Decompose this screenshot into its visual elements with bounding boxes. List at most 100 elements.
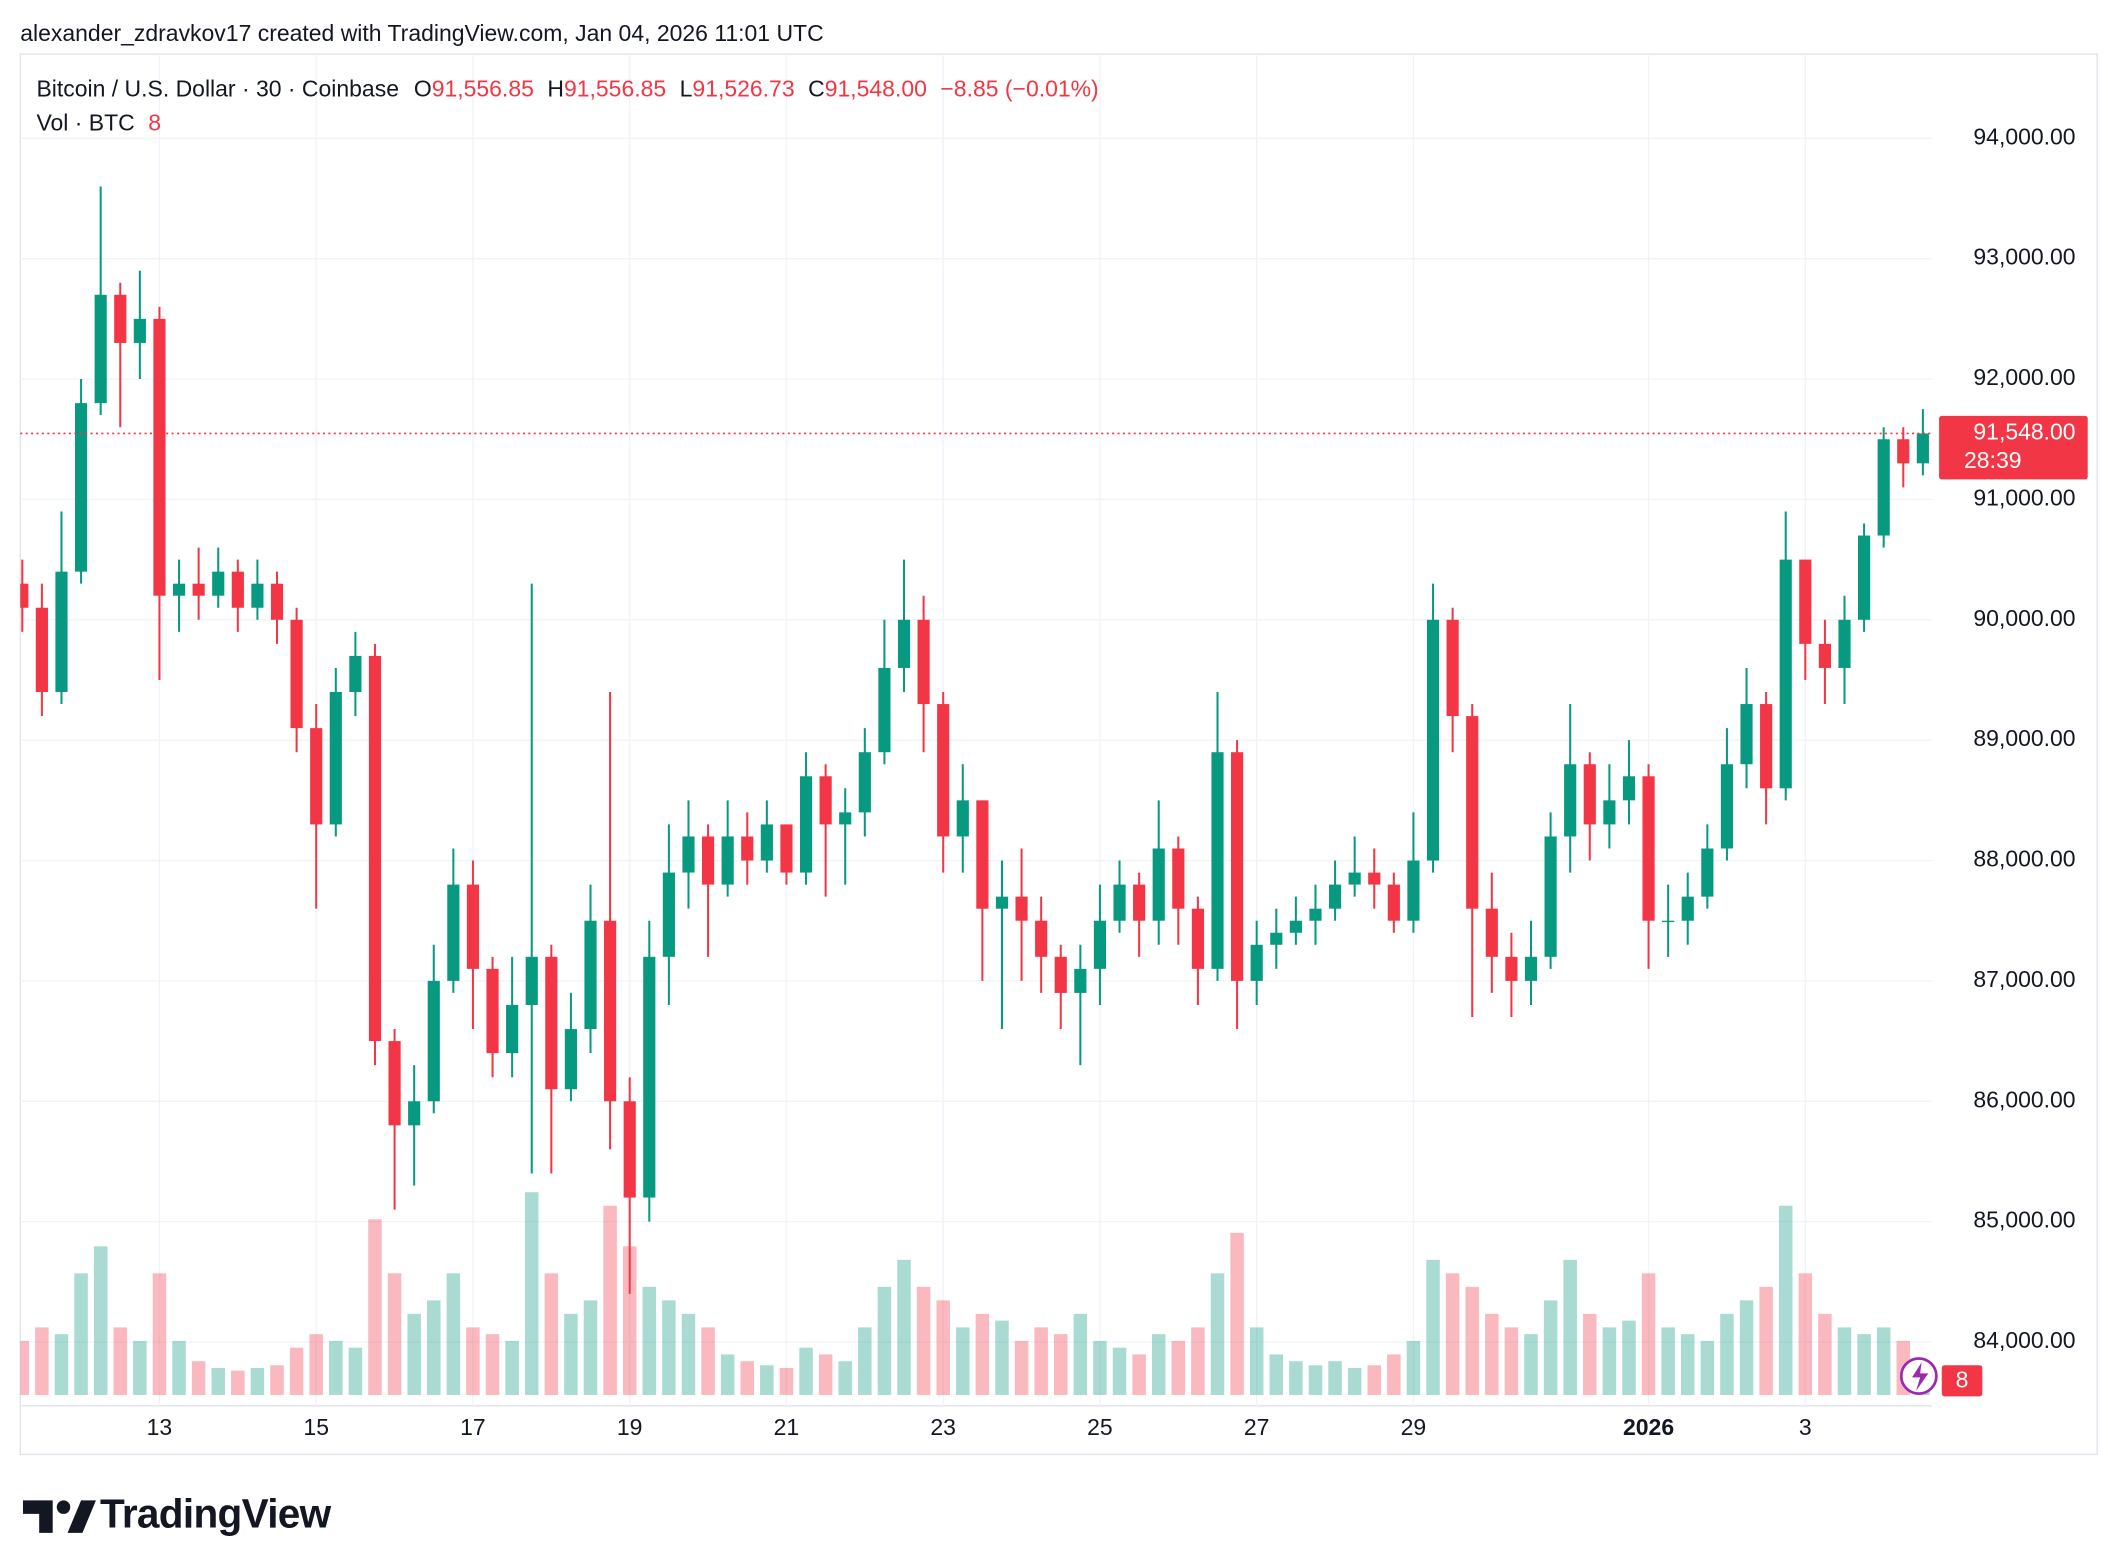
y-tick-label: 86,000.00 (1973, 1086, 2075, 1112)
ohlc-value: 91,556.85 (432, 76, 534, 102)
candle-body (721, 836, 734, 885)
candle-body (545, 956, 558, 1090)
candle-body (1446, 619, 1459, 717)
candle-body (466, 884, 480, 969)
volume-title: Vol · BTC (36, 109, 134, 135)
candle-body (1309, 908, 1322, 921)
x-tick-label: 23 (930, 1414, 956, 1440)
volume-bar (1857, 1334, 1871, 1395)
volume-bar (1406, 1340, 1421, 1395)
y-tick-label: 90,000.00 (1973, 605, 2075, 631)
volume-bar (1034, 1327, 1048, 1395)
last-price-label: 91,548.00 (1973, 419, 2075, 445)
volume-bar (1347, 1367, 1362, 1395)
candle-body (1289, 920, 1302, 933)
candle-body (995, 896, 1009, 909)
candle-body (878, 667, 891, 753)
volume-bar (309, 1334, 323, 1395)
legend-line: Bitcoin / U.S. Dollar · 30 · Coinbase O91… (36, 76, 1098, 102)
ohlc-value: 91,526.73 (692, 76, 794, 102)
volume-bar (270, 1365, 284, 1395)
candle-body (1603, 800, 1616, 825)
candle-body (1897, 439, 1910, 464)
chart-frame (19, 53, 2098, 1456)
candle-body (310, 728, 323, 825)
volume-bar (368, 1219, 382, 1395)
candle-body (780, 824, 793, 873)
candle-body (1348, 872, 1361, 885)
candle-body (1838, 619, 1851, 668)
volume-bar (760, 1365, 774, 1395)
volume-bar (818, 1354, 833, 1395)
candle-body (897, 619, 911, 668)
candle-body (1074, 968, 1087, 993)
volume-bar (289, 1347, 304, 1395)
volume-bar (877, 1286, 892, 1395)
candle-body (1524, 956, 1538, 981)
ohlc-key: O (414, 76, 432, 102)
candle-body (408, 1101, 421, 1126)
candle-body (604, 920, 617, 1102)
x-tick-label: 3 (1799, 1414, 1812, 1440)
x-tick-label: 27 (1244, 1414, 1270, 1440)
volume-bar (916, 1286, 931, 1395)
candle-body (1211, 752, 1224, 969)
logo-mark (67, 1500, 96, 1533)
candle-body (388, 1041, 401, 1126)
volume-bar (1661, 1327, 1675, 1395)
candle-body (956, 800, 969, 837)
candle-body (1426, 619, 1440, 861)
candle-body (1328, 884, 1342, 909)
volume-layer (20, 1192, 1930, 1395)
candle-body (1799, 559, 1812, 644)
volume-bar (1583, 1313, 1597, 1395)
volume-bar (1602, 1327, 1617, 1395)
volume-bar (1289, 1361, 1303, 1395)
volume-bar (1426, 1259, 1440, 1395)
countdown: 28:39 (1964, 447, 2021, 473)
volume-bar (348, 1347, 363, 1395)
candle-body (1760, 704, 1773, 789)
volume-bar (505, 1340, 519, 1395)
candle-body (1093, 920, 1107, 969)
candle-body (447, 884, 460, 981)
volume-bar (54, 1334, 69, 1395)
candle-body (1622, 776, 1636, 801)
volume-bar (191, 1361, 206, 1395)
volume-bar (407, 1313, 421, 1395)
volume-bar (20, 1340, 30, 1395)
volume-bar (1445, 1273, 1460, 1395)
y-tick-label: 85,000.00 (1973, 1207, 2075, 1233)
candle-body (819, 776, 832, 825)
volume-bar (1308, 1365, 1323, 1395)
volume-bar (1543, 1300, 1558, 1395)
volume-bar (231, 1370, 245, 1395)
candle-body (1642, 776, 1655, 921)
candle-body (741, 836, 754, 861)
logo-text: TradingView (100, 1490, 332, 1536)
candle-body (1152, 848, 1165, 921)
y-tick-label: 93,000.00 (1973, 244, 2075, 270)
candle-body (937, 704, 950, 837)
y-tick-label: 87,000.00 (1973, 966, 2075, 992)
volume-label-box (1941, 1365, 1983, 1397)
change: −8.85 (−0.01%) (940, 76, 1098, 102)
x-tick-label: 21 (774, 1414, 800, 1440)
candle-body (799, 776, 813, 873)
volume-bar (1524, 1334, 1538, 1395)
grid (20, 54, 1933, 1406)
candle-body (1564, 764, 1577, 837)
candle-body (1270, 932, 1283, 945)
x-tick-label: 19 (617, 1414, 643, 1440)
candle-body (839, 812, 852, 825)
volume-bar (1387, 1354, 1401, 1395)
volume-bar (524, 1192, 539, 1395)
candle-body (486, 968, 499, 1054)
candle-body (1172, 848, 1185, 909)
candle-body (1701, 848, 1714, 897)
candle-body (1133, 884, 1146, 921)
volume-bar (975, 1313, 990, 1395)
logo-mark (22, 1500, 53, 1533)
candle-body (172, 583, 186, 596)
volume-bar (211, 1367, 225, 1395)
